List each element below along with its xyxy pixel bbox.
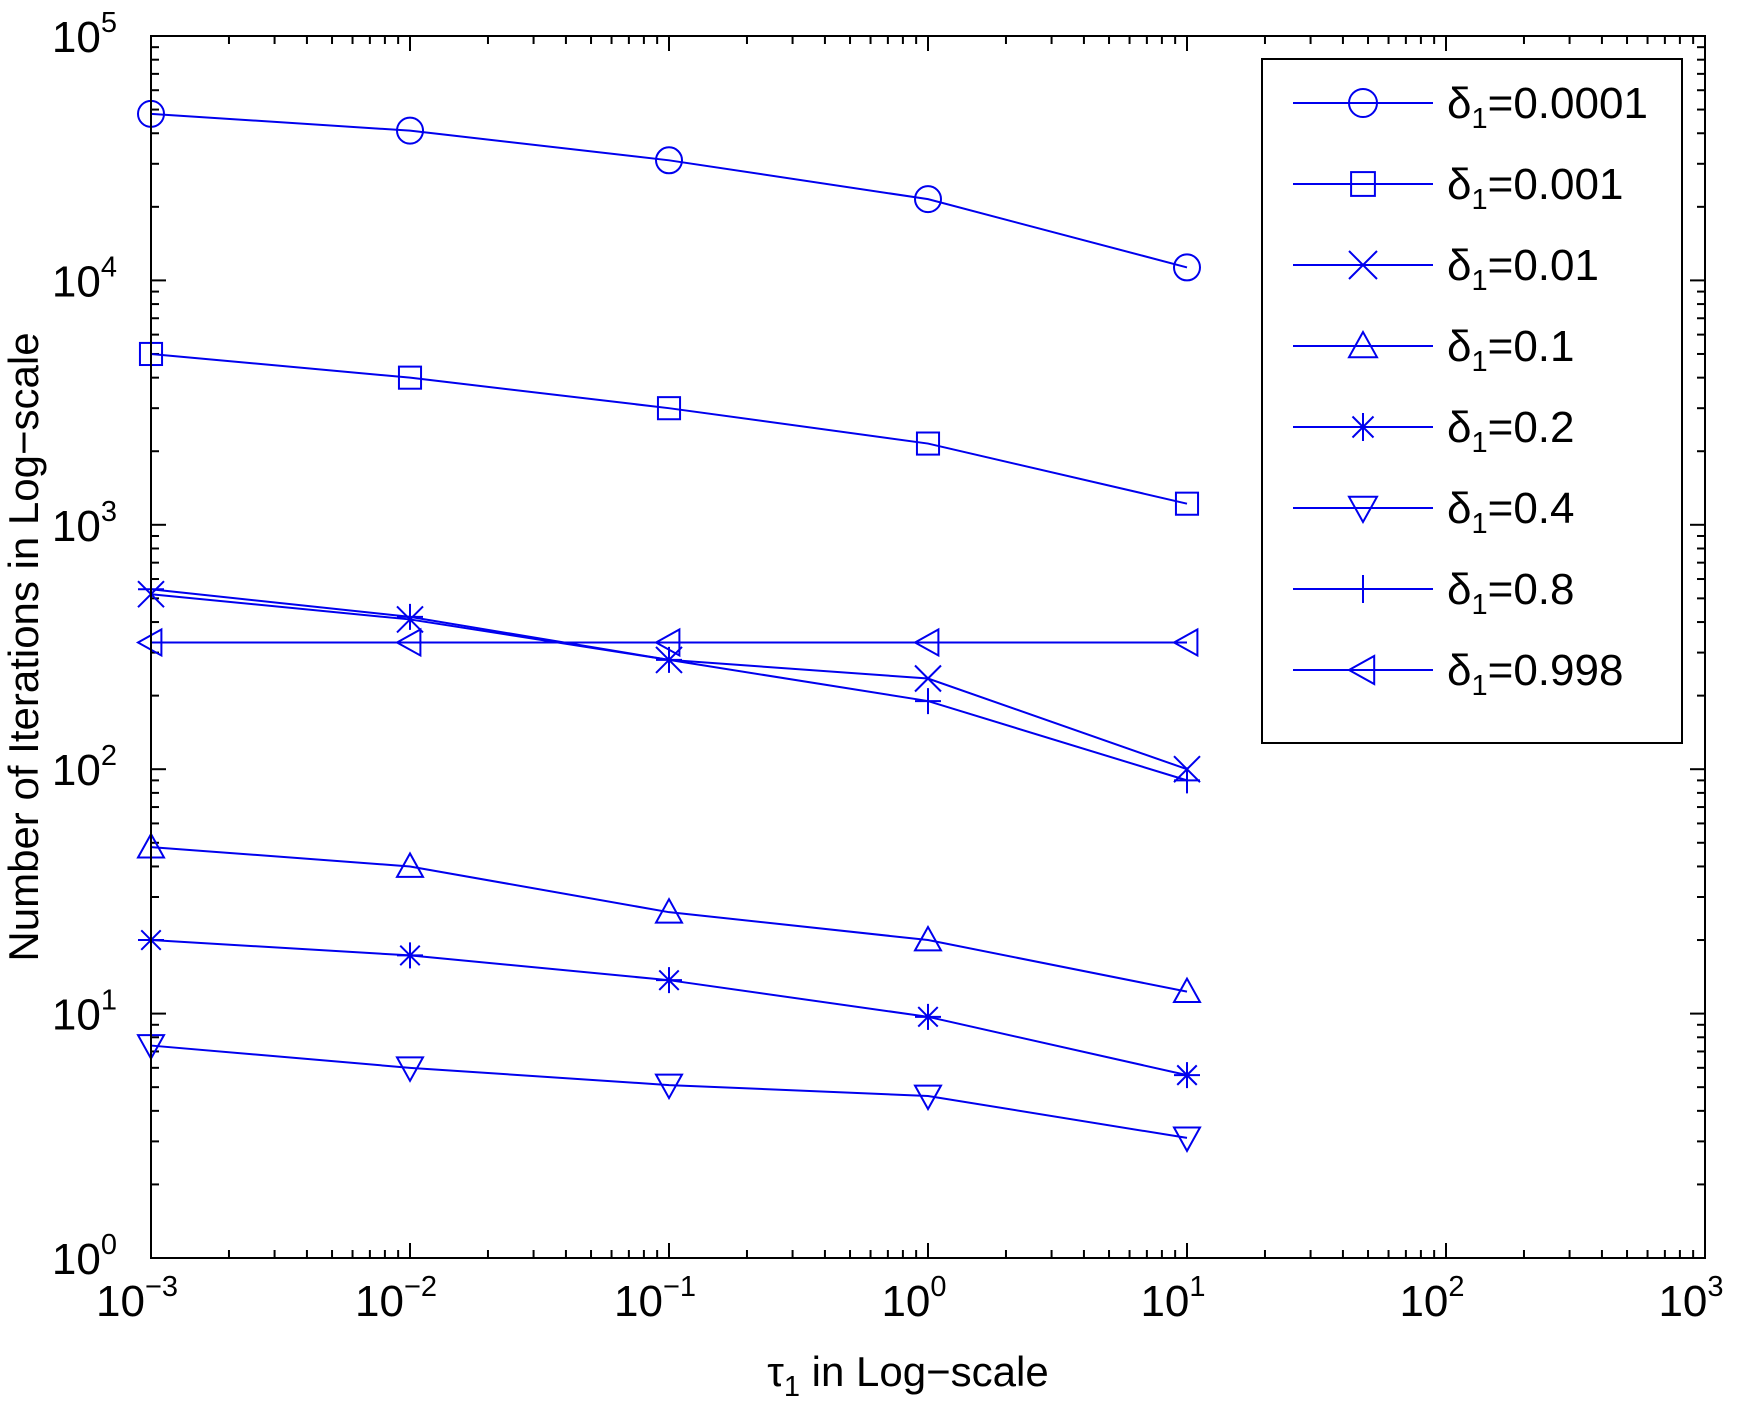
marker-triangle-down	[395, 1056, 425, 1083]
legend-item: δ1=0.001	[1293, 160, 1623, 216]
legend-box	[1261, 58, 1683, 744]
marker-triangle-left	[653, 627, 681, 658]
legend-item: δ1=0.998	[1293, 646, 1623, 702]
marker-x	[1348, 250, 1378, 280]
marker-triangle-left	[1171, 627, 1199, 658]
legend: δ1=0.0001 δ1=0.001 δ1=0.01 δ1=0.1 δ1=0.2 δ1=0…	[1261, 58, 1683, 744]
marker-asterisk	[1349, 413, 1377, 441]
marker-square	[397, 365, 423, 390]
marker-triangle-down	[1172, 1126, 1202, 1153]
legend-label: δ1=0.1	[1447, 322, 1575, 378]
y-tick-label: 102	[52, 740, 117, 795]
marker-asterisk	[397, 942, 423, 969]
x-tick-label: 101	[1140, 1271, 1205, 1326]
marker-triangle-up	[913, 924, 943, 952]
marker-asterisk	[656, 967, 682, 994]
marker-square	[1174, 491, 1200, 516]
series-line	[150, 352, 1188, 505]
marker-asterisk	[915, 1003, 941, 1030]
series-line	[150, 846, 1188, 993]
legend-item: δ1=0.01	[1293, 241, 1599, 297]
y-tick-label: 101	[52, 985, 117, 1040]
marker-triangle-left	[1346, 654, 1376, 686]
legend-label: δ1=0.2	[1447, 403, 1575, 459]
marker-triangle-up	[395, 851, 425, 878]
marker-triangle-left	[135, 627, 163, 658]
y-tick-label: 105	[52, 7, 117, 62]
y-axis-label: Number of Iterations in Log−scale	[0, 332, 47, 961]
x-axis-label: τ1 in Log−scale	[767, 1348, 1048, 1403]
x-tick-label: 10−3	[96, 1271, 178, 1326]
legend-label: δ1=0.8	[1447, 565, 1575, 621]
legend-item: δ1=0.1	[1293, 322, 1575, 378]
marker-circle	[655, 146, 683, 175]
marker-plus	[656, 646, 682, 673]
x-tick-label: 10−2	[355, 1271, 437, 1326]
marker-plus	[397, 603, 423, 630]
marker-triangle-down	[654, 1073, 684, 1101]
x-tick-label: 100	[881, 1271, 946, 1326]
x-axis-label-text: in Log−scale	[800, 1348, 1049, 1395]
legend-item: δ1=0.4	[1293, 484, 1575, 540]
y-tick-label: 103	[52, 496, 117, 551]
legend-label: δ1=0.998	[1447, 646, 1623, 702]
legend-label: δ1=0.4	[1447, 484, 1575, 540]
marker-plus	[1174, 767, 1200, 794]
marker-square	[656, 396, 682, 421]
x-axis-label-subscript: 1	[784, 1371, 800, 1403]
marker-circle	[1173, 253, 1201, 282]
x-axis-label-symbol: τ	[767, 1348, 784, 1395]
legend-label: δ1=0.0001	[1447, 79, 1648, 135]
legend-item: δ1=0.2	[1293, 403, 1575, 459]
y-tick-labels: 100 101 102 103 104 105	[52, 7, 117, 1284]
legend-item: δ1=0.8	[1293, 565, 1575, 621]
series-line	[150, 112, 1188, 269]
marker-triangle-up	[1347, 329, 1379, 359]
marker-square	[1350, 171, 1376, 197]
marker-triangle-left	[912, 627, 940, 658]
legend-label: δ1=0.001	[1447, 160, 1623, 216]
marker-triangle-down	[1347, 495, 1379, 525]
marker-plus	[915, 688, 941, 715]
marker-circle	[396, 116, 424, 145]
x-tick-labels: 10−3 10−2 10−1 100 101 102 103	[96, 1271, 1724, 1326]
series-triangle-left	[135, 627, 1199, 658]
plot-frame	[150, 35, 1706, 1259]
series-line	[150, 1044, 1188, 1139]
y-tick-label: 104	[52, 251, 117, 306]
marker-triangle-up	[1172, 976, 1202, 1004]
legend-item: δ1=0.0001	[1293, 79, 1648, 135]
tick-marks	[150, 35, 1706, 1259]
marker-x	[914, 664, 942, 693]
marker-square	[915, 431, 941, 456]
marker-asterisk	[1174, 1062, 1200, 1089]
x-tick-label: 103	[1658, 1271, 1723, 1326]
x-tick-label: 102	[1399, 1271, 1464, 1326]
marker-triangle-down	[913, 1084, 943, 1112]
marker-plus	[1349, 575, 1377, 603]
marker-circle	[1348, 88, 1378, 118]
y-tick-label: 100	[52, 1229, 117, 1284]
marker-triangle-up	[654, 897, 684, 924]
series-triangle-up	[136, 832, 1202, 1004]
series-triangle-down	[136, 1034, 1202, 1153]
x-tick-label: 10−1	[614, 1271, 696, 1326]
marker-circle	[914, 185, 942, 214]
marker-triangle-left	[394, 627, 422, 658]
legend-label: δ1=0.01	[1447, 241, 1599, 297]
